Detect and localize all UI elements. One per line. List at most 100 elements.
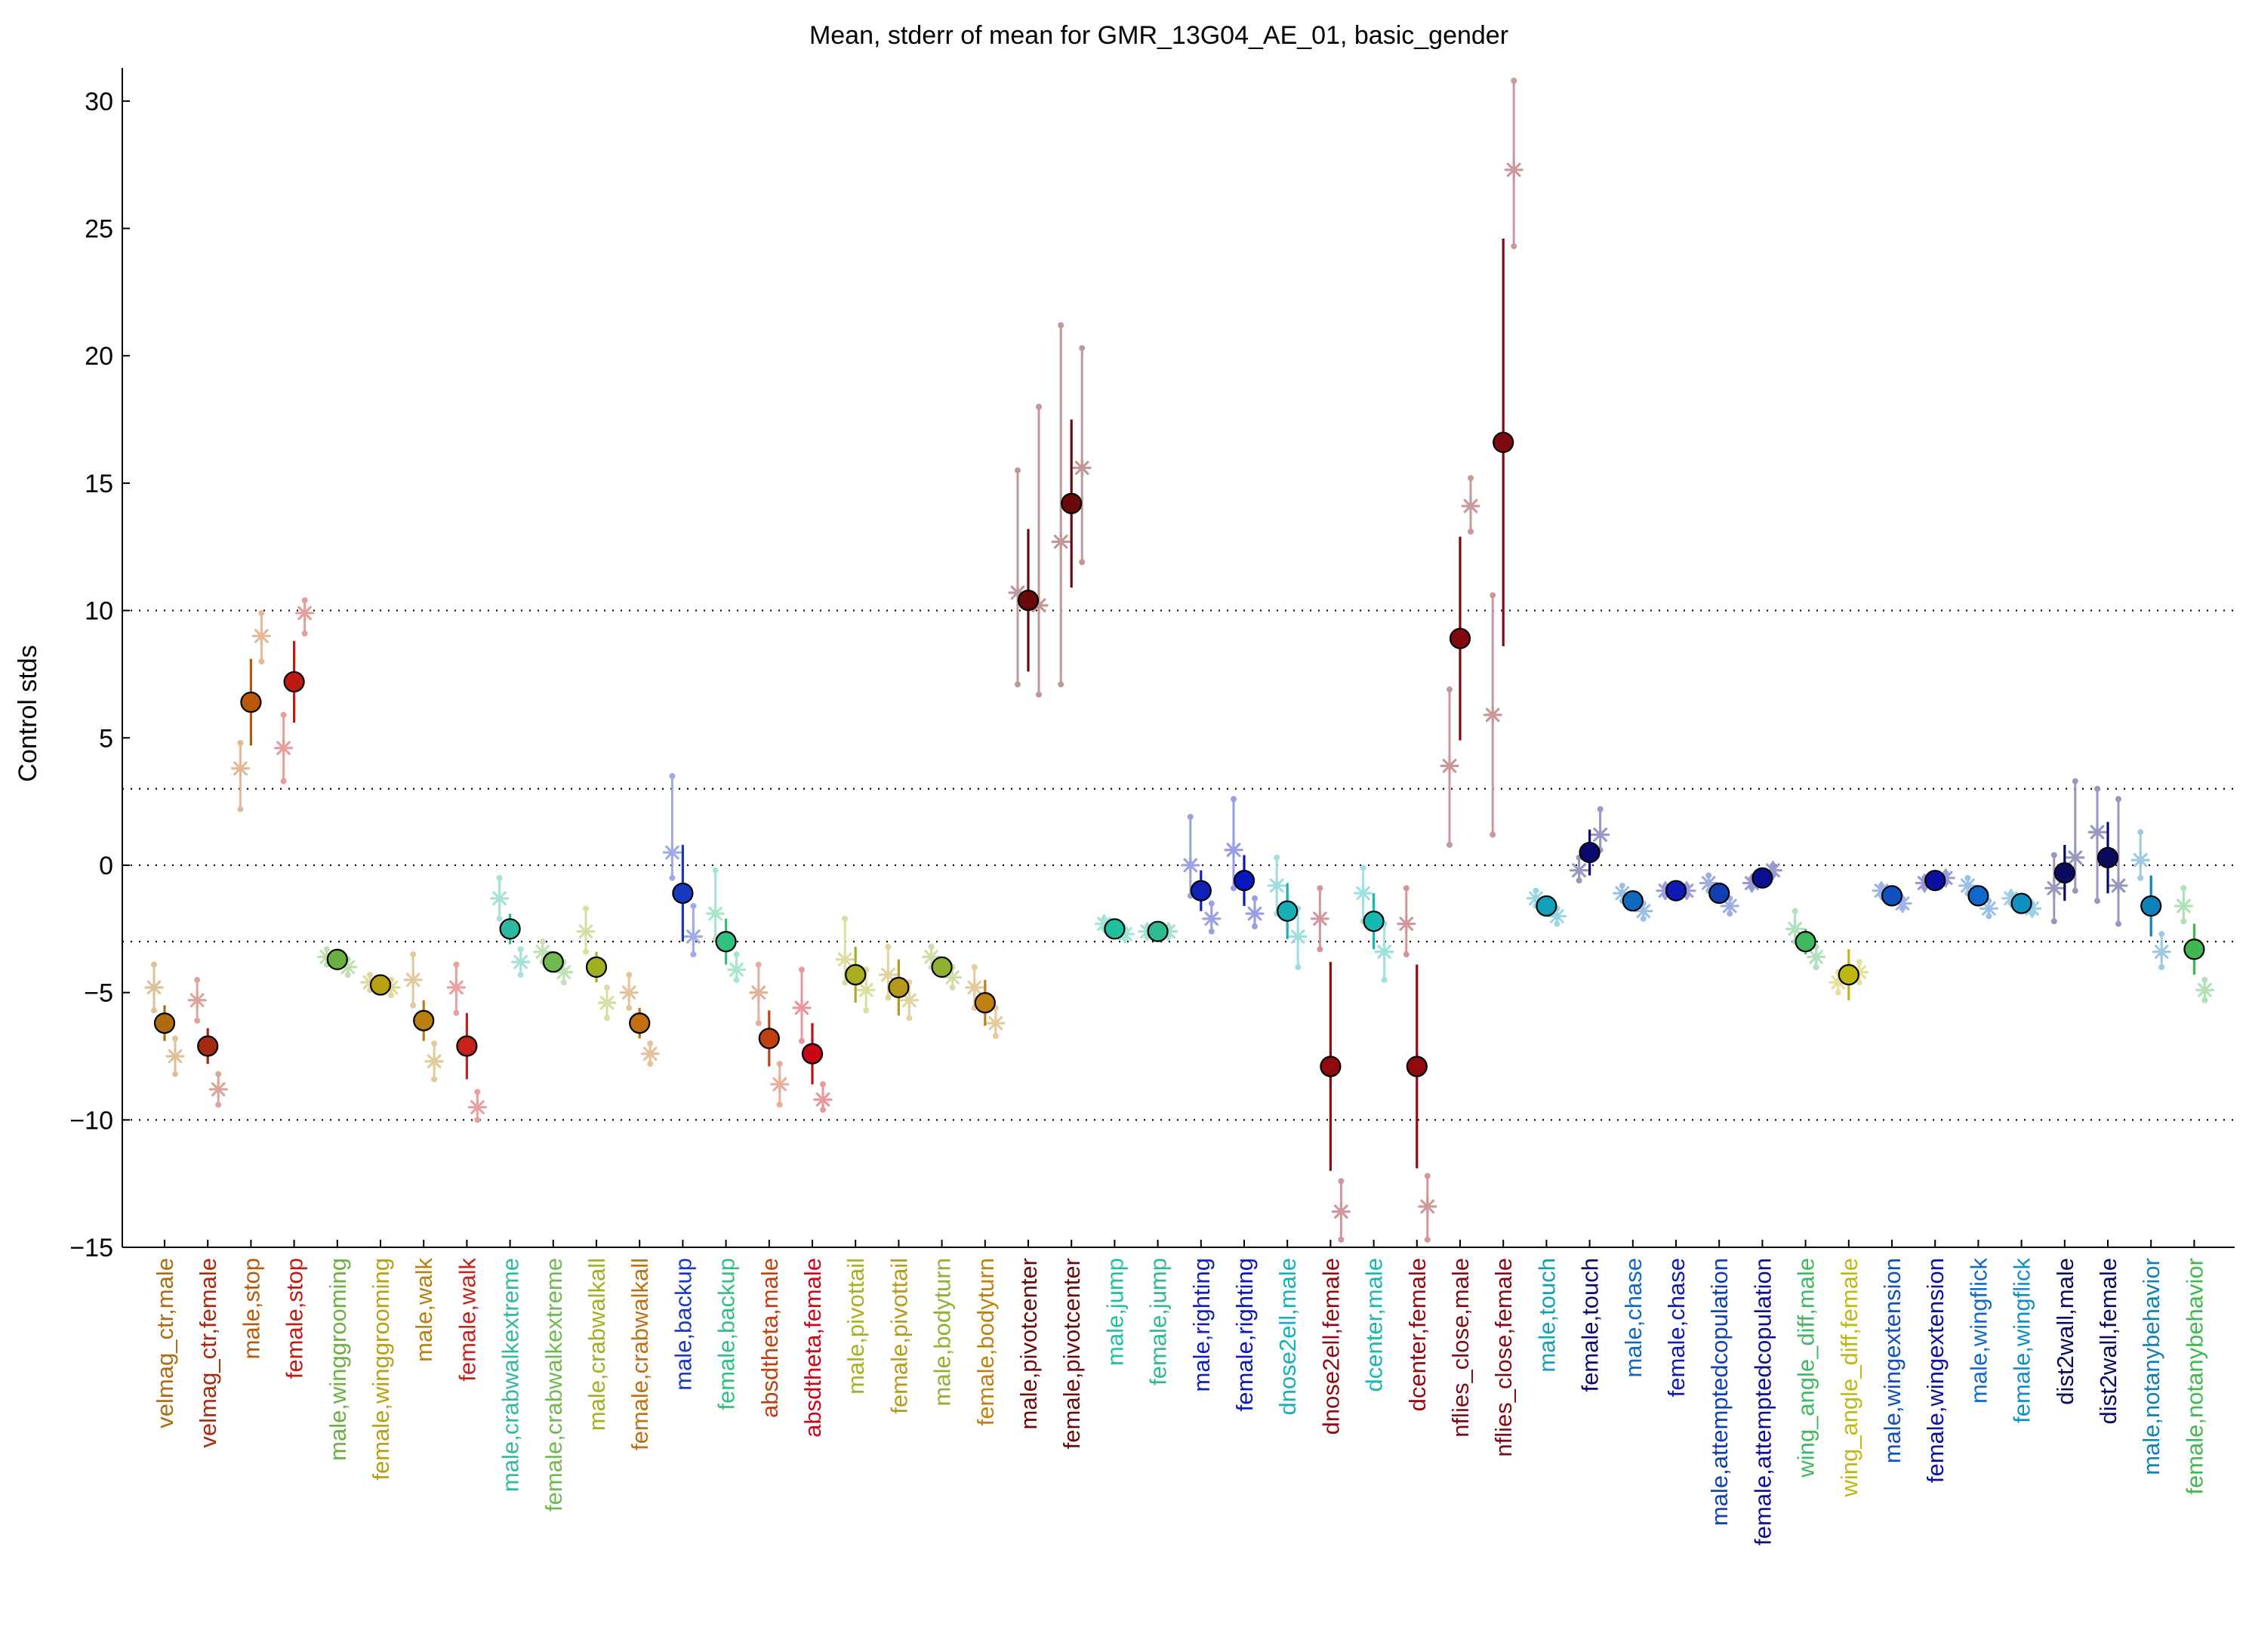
star-errorbar-end [453, 961, 460, 968]
star-errorbar-end [1446, 686, 1453, 693]
star-errorbar-end [1597, 806, 1604, 812]
mean-marker [1838, 963, 1859, 986]
x-tick-label: female,stop [282, 1258, 308, 1379]
star-marker [144, 978, 164, 997]
category-marks [1656, 880, 1696, 902]
mean-marker [1579, 841, 1601, 864]
x-ticks [164, 1240, 2195, 1247]
star-errorbar-end [496, 874, 503, 881]
star-errorbar-end [194, 976, 201, 983]
category-marks [792, 966, 833, 1113]
star-marker [1310, 909, 1330, 929]
star-errorbar-end [2158, 931, 2165, 938]
x-tick-label: female,touch [1577, 1258, 1604, 1392]
star-errorbar-end [1058, 322, 1064, 328]
star-errorbar-end [2050, 918, 2057, 925]
x-tick-label: absdtheta,male [756, 1258, 783, 1418]
star-marker [208, 1080, 228, 1099]
mean-marker [2053, 861, 2075, 884]
star-marker [1353, 883, 1373, 903]
category-marks [965, 963, 1006, 1039]
category-marks [749, 961, 790, 1108]
category-marks [1181, 813, 1222, 935]
star-errorbar-end [885, 943, 892, 950]
mean-marker [1967, 885, 1989, 907]
x-tick-label: male,notanybehavior [2138, 1258, 2164, 1475]
star-marker [2152, 942, 2171, 962]
mean-marker [197, 1035, 219, 1057]
y-tick-label: −10 [69, 1106, 113, 1135]
star-errorbar-end [928, 943, 935, 950]
category-marks [230, 609, 271, 812]
star-errorbar-end [1403, 885, 1410, 892]
x-tick-label: female,crabwalkextreme [541, 1258, 567, 1512]
mean-marker [2183, 938, 2205, 960]
star-errorbar-end [669, 874, 676, 881]
x-tick-label: female,notanybehavior [2181, 1258, 2207, 1495]
star-marker [1785, 919, 1805, 938]
star-errorbar-end [2115, 796, 2121, 803]
x-tick-label: female,pivotcenter [1058, 1258, 1085, 1449]
star-marker [662, 843, 682, 862]
star-errorbar-end [820, 1106, 826, 1113]
category-marks [1397, 885, 1437, 1243]
star-errorbar-end [647, 1061, 654, 1068]
star-errorbar-end [1490, 831, 1496, 838]
category-marks [2130, 829, 2171, 970]
category-marks [1483, 77, 1524, 838]
star-errorbar-end [755, 961, 762, 968]
category-marks [489, 874, 531, 979]
star-errorbar-end [560, 979, 567, 986]
category-marks [1310, 885, 1351, 1243]
star-errorbar-end [755, 1020, 762, 1027]
star-errorbar-end [194, 1017, 201, 1024]
x-tick-label: male,jump [1101, 1258, 1128, 1366]
star-marker [1267, 876, 1286, 895]
star-errorbar-end [799, 966, 805, 973]
star-marker [1051, 532, 1071, 552]
star-errorbar-end [301, 597, 308, 604]
mean-marker [326, 948, 348, 970]
star-errorbar-end [2201, 997, 2208, 1003]
x-tick-label: female,attemptedcopulation [1749, 1258, 1776, 1546]
star-marker [2174, 896, 2193, 916]
category-marks [576, 905, 617, 1022]
star-errorbar-end [280, 711, 287, 718]
category-marks [921, 943, 963, 991]
category-marks [317, 946, 358, 979]
x-tick-label: female,jump [1145, 1258, 1172, 1385]
x-tick-label: male,bodyturn [929, 1258, 956, 1406]
category-marks [1353, 865, 1394, 983]
x-tick-label: male,stop [238, 1258, 264, 1359]
star-errorbar-end [1511, 243, 1517, 250]
star-errorbar-end [1576, 877, 1582, 884]
star-errorbar-end [842, 915, 849, 922]
x-tick-label: male,righting [1188, 1258, 1215, 1392]
star-errorbar-end [971, 963, 978, 970]
star-marker [683, 926, 704, 947]
star-errorbar-end [776, 1061, 783, 1068]
star-errorbar-end [626, 1004, 633, 1011]
star-marker [1374, 942, 1394, 962]
mean-marker [1320, 1056, 1342, 1077]
category-marks [1829, 949, 1869, 1000]
category-marks [2001, 889, 2042, 918]
mean-marker [413, 1009, 435, 1031]
star-errorbar-end [1208, 928, 1215, 935]
star-errorbar-end [992, 1032, 999, 1039]
category-marks [1958, 874, 1998, 920]
star-marker [619, 983, 639, 1003]
star-errorbar-end [517, 946, 524, 953]
star-errorbar-end [626, 972, 633, 979]
star-marker [510, 952, 531, 972]
star-errorbar-end [863, 1007, 870, 1014]
star-marker [1072, 458, 1092, 478]
x-tick-label: wing_angle_diff,male [1793, 1258, 1819, 1478]
y-ticks: −15 −10 −5 0 5 10 15 20 25 30 [69, 88, 130, 1262]
y-tick-label: 25 [85, 215, 113, 244]
x-tick-label: dist2wall,female [2095, 1258, 2121, 1425]
star-errorbar-end [1317, 885, 1323, 892]
star-errorbar-end [669, 772, 676, 779]
x-tick-label: female,chase [1663, 1258, 1690, 1397]
